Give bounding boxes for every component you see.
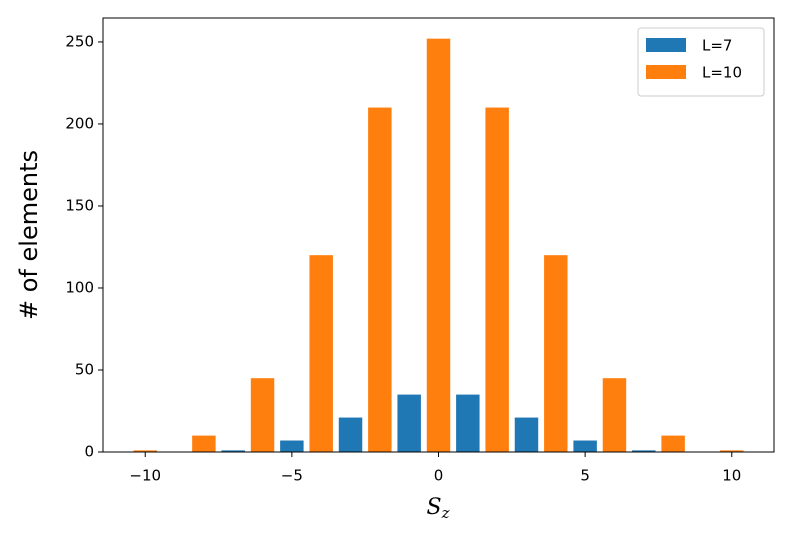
bar [661,435,685,452]
bar [544,255,568,452]
x-axis-label-main: S [427,495,442,520]
x-tick-label: 10 [722,467,741,485]
bar [485,107,509,453]
legend-swatch [646,38,686,52]
y-tick-label: 50 [75,360,94,378]
x-tick-label: −10 [129,467,161,485]
y-tick-label: 200 [65,114,94,132]
bar [368,107,392,453]
x-tick-label: −5 [281,467,303,485]
y-tick-label: 150 [65,196,94,214]
y-axis-label: # of elements [15,150,43,320]
bar [397,394,421,452]
x-tick-label: 5 [580,467,590,485]
bar [133,450,157,452]
bar [192,435,216,452]
y-tick-label: 250 [65,32,94,50]
bar [280,440,304,452]
y-tick-label: 100 [65,278,94,296]
bar [514,417,539,452]
bar [456,394,480,452]
x-axis-label-sub: z [441,504,450,522]
bar [250,378,275,452]
bar [632,450,656,452]
bar [573,440,597,452]
bar [221,450,245,452]
bar [338,417,363,452]
bar [426,38,451,453]
y-tick-label: 0 [84,443,94,461]
bar [720,450,744,452]
legend-label: L=7 [702,37,732,55]
bar [602,378,627,452]
bar [309,255,333,452]
x-axis-label: Sz [427,495,450,522]
x-tick-label: 0 [434,467,444,485]
legend-label: L=10 [702,64,742,82]
legend-swatch [646,65,686,79]
